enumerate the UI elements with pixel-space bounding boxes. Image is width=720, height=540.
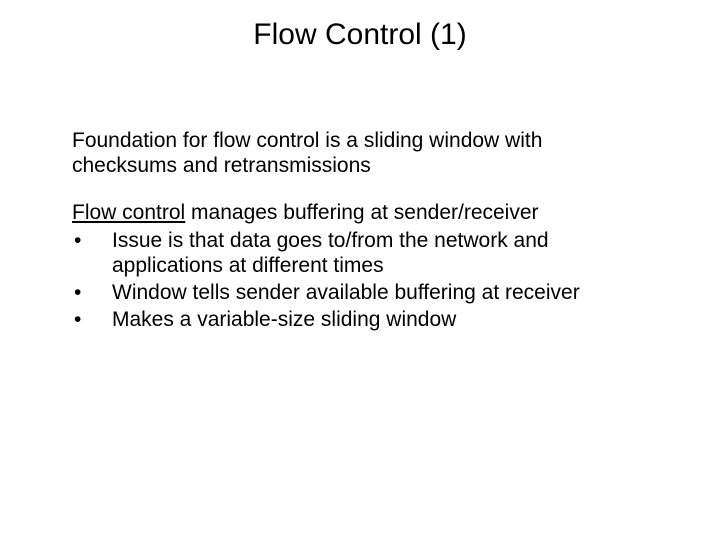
lead-rest: manages buffering at sender/receiver bbox=[185, 201, 538, 224]
bullet-item: • Makes a variable-size sliding window bbox=[72, 307, 648, 332]
bullet-item: • Window tells sender available bufferin… bbox=[72, 280, 648, 305]
bullet-mark-icon: • bbox=[72, 280, 112, 305]
slide-title: Flow Control (1) bbox=[0, 18, 720, 52]
slide-body: Foundation for flow control is a sliding… bbox=[72, 128, 648, 334]
section-lead: Flow control manages buffering at sender… bbox=[72, 200, 648, 225]
paragraph-foundation: Foundation for flow control is a sliding… bbox=[72, 128, 648, 178]
bullet-text: Window tells sender available buffering … bbox=[112, 280, 648, 305]
bullet-text: Issue is that data goes to/from the netw… bbox=[112, 228, 648, 278]
bullet-mark-icon: • bbox=[72, 228, 112, 253]
lead-underlined: Flow control bbox=[72, 201, 185, 224]
section-flow-control: Flow control manages buffering at sender… bbox=[72, 200, 648, 332]
bullet-mark-icon: • bbox=[72, 307, 112, 332]
slide: Flow Control (1) Foundation for flow con… bbox=[0, 0, 720, 540]
bullet-item: • Issue is that data goes to/from the ne… bbox=[72, 228, 648, 278]
bullet-text: Makes a variable-size sliding window bbox=[112, 307, 648, 332]
